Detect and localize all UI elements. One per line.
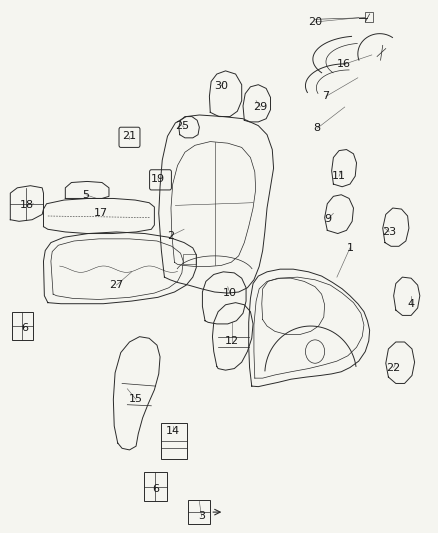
Text: 6: 6 (152, 484, 159, 494)
Text: 17: 17 (94, 208, 108, 219)
Text: 2: 2 (167, 231, 174, 241)
Text: 19: 19 (151, 174, 165, 184)
Text: 7: 7 (322, 91, 329, 101)
Bar (183, 254, 196, 264)
Text: 1: 1 (346, 243, 353, 253)
Bar (188, 500, 210, 524)
Bar (365, 12, 373, 22)
Text: 9: 9 (325, 214, 332, 224)
Text: 12: 12 (225, 336, 239, 346)
Text: 6: 6 (21, 322, 28, 333)
Text: 20: 20 (308, 17, 322, 27)
Text: 8: 8 (314, 123, 321, 133)
Bar (144, 472, 166, 502)
Text: 16: 16 (336, 60, 350, 69)
Bar (12, 312, 32, 340)
Text: 30: 30 (214, 81, 228, 91)
Text: 29: 29 (253, 102, 268, 112)
Text: 27: 27 (109, 280, 124, 290)
Text: 23: 23 (382, 227, 396, 237)
Text: 15: 15 (129, 394, 143, 405)
Text: 4: 4 (407, 298, 415, 309)
Text: 14: 14 (166, 426, 180, 437)
Text: 10: 10 (223, 288, 237, 298)
Text: 18: 18 (20, 200, 34, 211)
Text: 25: 25 (175, 120, 189, 131)
Text: 3: 3 (198, 511, 205, 521)
Text: 22: 22 (386, 362, 401, 373)
Text: 11: 11 (332, 171, 346, 181)
Text: 21: 21 (123, 131, 137, 141)
Text: 5: 5 (82, 190, 89, 200)
